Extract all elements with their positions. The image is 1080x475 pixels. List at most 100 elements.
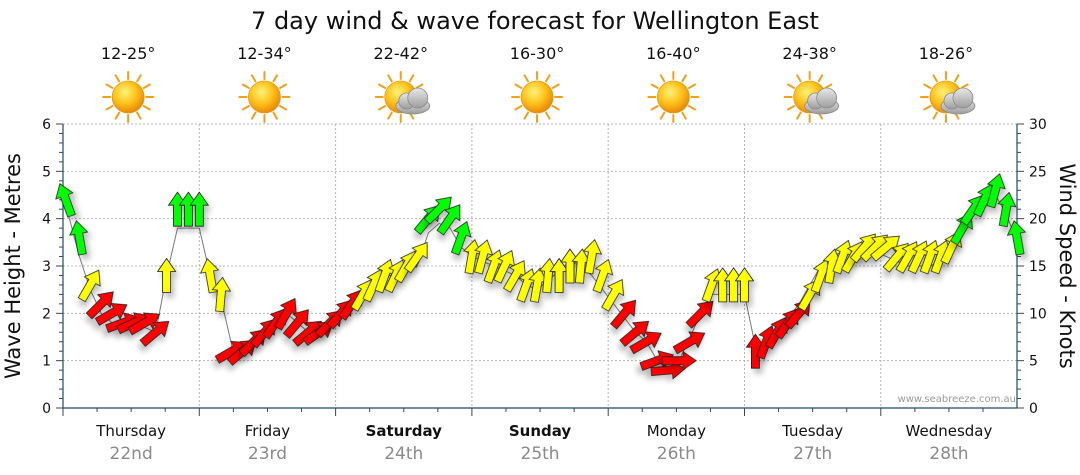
wind-arrow: [156, 257, 177, 293]
sunny-icon: [511, 71, 564, 123]
day-labels: Thursday 22nd Friday 23rd Saturday 24th Sunday…: [95, 422, 992, 464]
wind-arrow: [450, 220, 472, 256]
sun-ray: [786, 83, 796, 89]
wind-arrow: [610, 299, 636, 330]
wind-arrow: [582, 239, 603, 275]
sun-ray: [387, 111, 393, 120]
sunny-icon: [238, 71, 291, 123]
sun-ray: [551, 83, 560, 89]
wind-arrows: [55, 173, 1027, 380]
wind-arrow: [601, 279, 624, 312]
sun-ray: [932, 111, 938, 120]
day-label: Wednesday: [906, 422, 993, 440]
sun-disc: [520, 80, 554, 114]
wind-arrow: [69, 220, 89, 256]
wind-arrow: [403, 241, 428, 274]
sun-ray: [923, 83, 932, 89]
date-label: 27th: [793, 444, 832, 464]
sun-ray: [279, 83, 288, 89]
wind-arrow: [139, 320, 170, 347]
sun-ray: [953, 74, 960, 83]
y-tick-label-left: 4: [42, 212, 51, 228]
cloud-puff: [407, 87, 429, 109]
sun-ray: [105, 83, 114, 89]
sun-ray: [250, 111, 257, 120]
wind-arrow: [127, 312, 161, 336]
sun-ray: [241, 83, 250, 89]
cloud-puff: [816, 87, 838, 109]
sun-ray: [687, 83, 697, 89]
wind-arrow: [629, 331, 662, 355]
sun-ray: [514, 83, 523, 89]
y-tick-label-left: 6: [42, 117, 51, 133]
wind-arrow: [870, 235, 900, 262]
sun-ray: [523, 74, 530, 83]
sunny-icon: [647, 71, 700, 123]
y-axis-right-title: Wind Speed - Knots: [1055, 163, 1079, 368]
sun-ray: [523, 111, 530, 120]
wind-arrow: [282, 309, 309, 339]
sun-ray: [545, 111, 551, 120]
day-label: Tuesday: [781, 422, 843, 440]
wind-arrow: [592, 258, 614, 294]
y-tick-label-left: 0: [42, 401, 51, 417]
cloud-shape: [940, 87, 976, 115]
sun-ray: [551, 105, 560, 111]
wind-arrow: [986, 173, 1006, 209]
y-axis-left-title: Wave Height - Metres: [1, 153, 25, 379]
day-label: Sunday: [509, 422, 572, 440]
y-tick-label-left: 2: [42, 306, 51, 322]
y-tick-label-right: 25: [1029, 164, 1047, 180]
wind-arrow: [77, 269, 101, 303]
wind-arrow: [211, 276, 232, 313]
sun-ray: [136, 74, 142, 83]
wind-arrow: [199, 258, 220, 294]
y-tick-label-left: 1: [42, 354, 51, 370]
sun-ray: [378, 83, 387, 89]
sun-ray: [824, 83, 833, 89]
date-label: 28th: [929, 444, 968, 464]
sun-ray: [796, 111, 802, 120]
sun-disc: [111, 80, 145, 114]
sun-ray: [796, 74, 802, 83]
wind-arrow: [619, 320, 650, 347]
wind-arrow: [734, 267, 755, 303]
wind-arrow: [94, 303, 128, 326]
sun-ray: [136, 111, 142, 120]
sun-ray: [272, 111, 278, 120]
y-tick-label-right: 15: [1029, 259, 1047, 275]
weather-row: 12-25° 12-34° 22-42° 16-30° 16-40° 24-38° 18-2…: [101, 44, 976, 123]
date-label: 26th: [657, 444, 696, 464]
sun-disc: [656, 80, 690, 114]
y-tick-label-left: 5: [42, 164, 51, 180]
wind-arrow: [436, 204, 461, 236]
sun-ray: [114, 74, 121, 83]
sun-ray: [279, 105, 288, 111]
wind-arrow: [672, 331, 706, 355]
day-label: Friday: [245, 422, 291, 440]
y-tick-label-right: 10: [1029, 306, 1047, 322]
sun-ray: [114, 111, 121, 120]
sun-ray: [408, 74, 415, 83]
temperature-label: 16-40°: [646, 44, 701, 63]
partly-cloudy-icon: [374, 71, 431, 123]
y-tick-label-left: 3: [42, 259, 51, 275]
day-label: Monday: [647, 422, 706, 440]
y-tick-label-right: 0: [1029, 401, 1038, 417]
sun-ray: [105, 105, 114, 111]
date-label: 24th: [384, 444, 423, 464]
sun-ray: [960, 83, 969, 89]
sun-ray: [241, 105, 250, 111]
sun-ray: [415, 83, 424, 89]
date-label: 22nd: [110, 444, 153, 464]
sunny-icon: [102, 71, 155, 123]
sun-ray: [817, 74, 824, 83]
sun-ray: [681, 111, 687, 120]
partly-cloudy-icon: [783, 71, 840, 123]
y-tick-label-right: 20: [1029, 212, 1047, 228]
wind-arrow: [474, 239, 494, 275]
axes: 0 1 2 3 4 5 6 0 5 10 15 20 25 30: [42, 117, 1047, 417]
sun-ray: [250, 74, 257, 83]
sun-ray: [659, 74, 666, 83]
wind-arrow: [997, 191, 1017, 228]
